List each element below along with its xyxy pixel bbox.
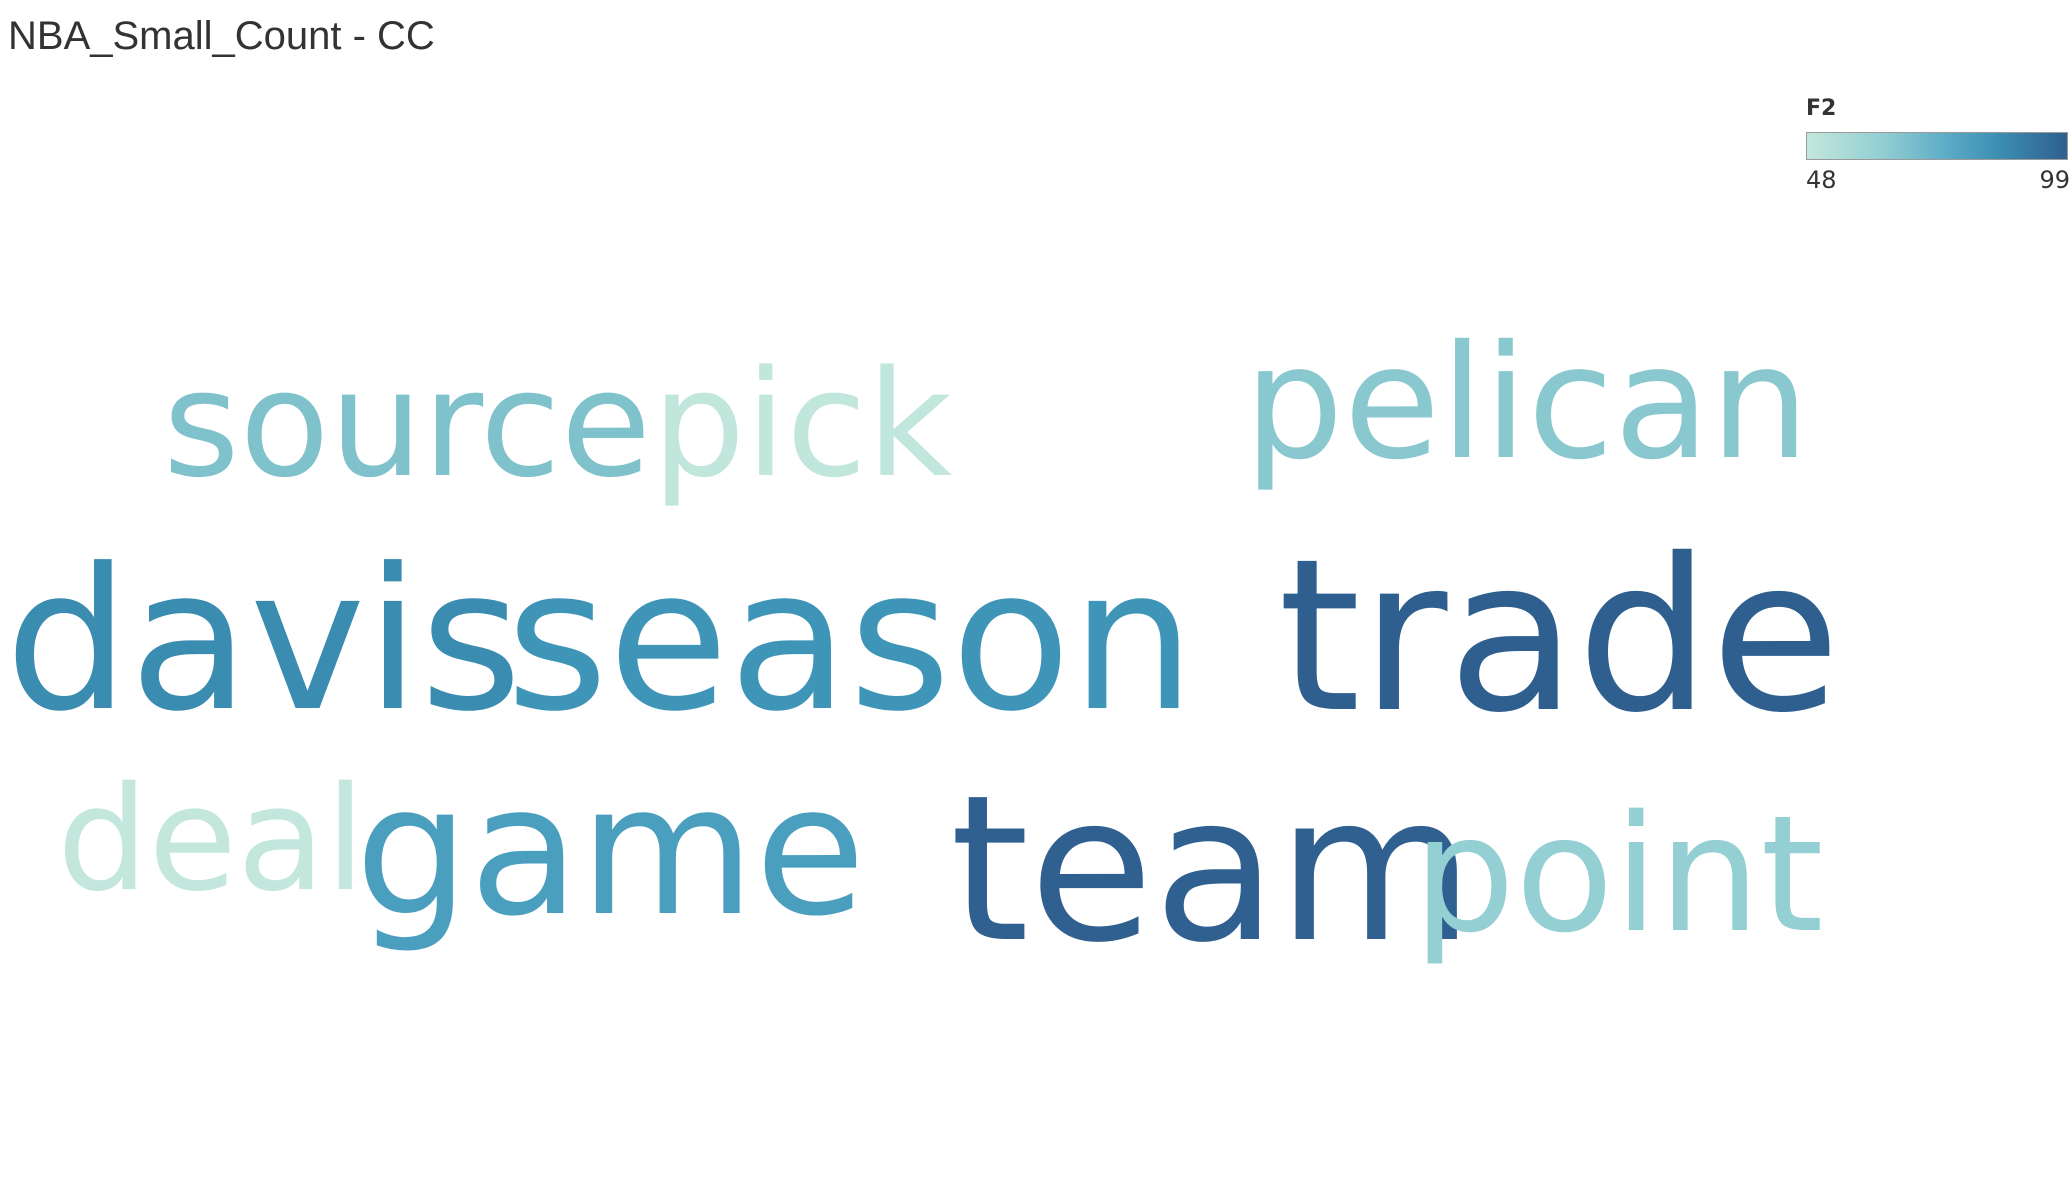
sheet-title: NBA_Small_Count - CC [8,14,435,58]
word-deal[interactable]: deal [57,755,366,923]
word-season[interactable]: season [506,527,1196,755]
word-source[interactable]: source [163,339,652,510]
word-davis[interactable]: davis [5,527,523,755]
legend-color-ramp [1806,132,2068,160]
word-pick[interactable]: pick [652,339,953,510]
word-point[interactable]: point [1413,781,1824,968]
legend-min-label: 48 [1806,166,1837,194]
word-team[interactable]: team [950,751,1475,987]
word-game[interactable]: game [355,747,866,956]
word-pelican[interactable]: pelican [1244,312,1810,495]
legend-title: F2 [1806,96,1837,121]
word-trade[interactable]: trade [1278,513,1841,759]
legend-max-label: 99 [2039,166,2070,194]
color-legend: F2 48 99 [1804,96,2072,206]
